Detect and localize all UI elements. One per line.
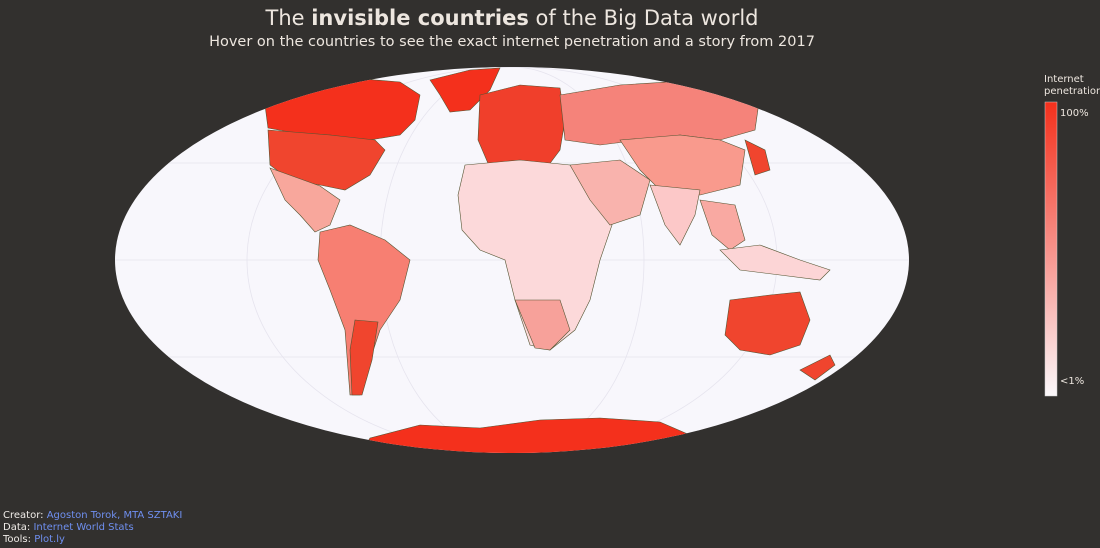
legend-title: penetration xyxy=(1044,86,1100,97)
colorbar-label: 100% xyxy=(1060,108,1089,119)
title-part: of the Big Data world xyxy=(529,6,759,30)
colorbar-label: <1% xyxy=(1060,376,1084,387)
title: The invisible countries of the Big Data … xyxy=(265,6,759,30)
credit-link[interactable]: Internet World Stats xyxy=(33,522,134,533)
title-part: The xyxy=(265,6,312,30)
credit: Creator: Agoston Torok, MTA SZTAKI xyxy=(3,510,182,522)
credit: Tools: Plot.ly xyxy=(3,534,65,546)
legend-title: Internet xyxy=(1044,74,1084,85)
subtitle: Hover on the countries to see the exact … xyxy=(209,34,815,50)
credit-label: Tools: xyxy=(3,534,32,545)
countries xyxy=(115,67,909,453)
credit: Data: Internet World Stats xyxy=(3,522,134,534)
credit-label: Data: xyxy=(3,522,31,533)
credit-link[interactable]: Plot.ly xyxy=(34,534,65,545)
title-part: invisible countries xyxy=(311,6,529,30)
colorbar xyxy=(1044,101,1058,397)
credit-label: Creator: xyxy=(3,510,44,521)
credit-link[interactable]: Agoston Torok, MTA SZTAKI xyxy=(46,510,183,521)
